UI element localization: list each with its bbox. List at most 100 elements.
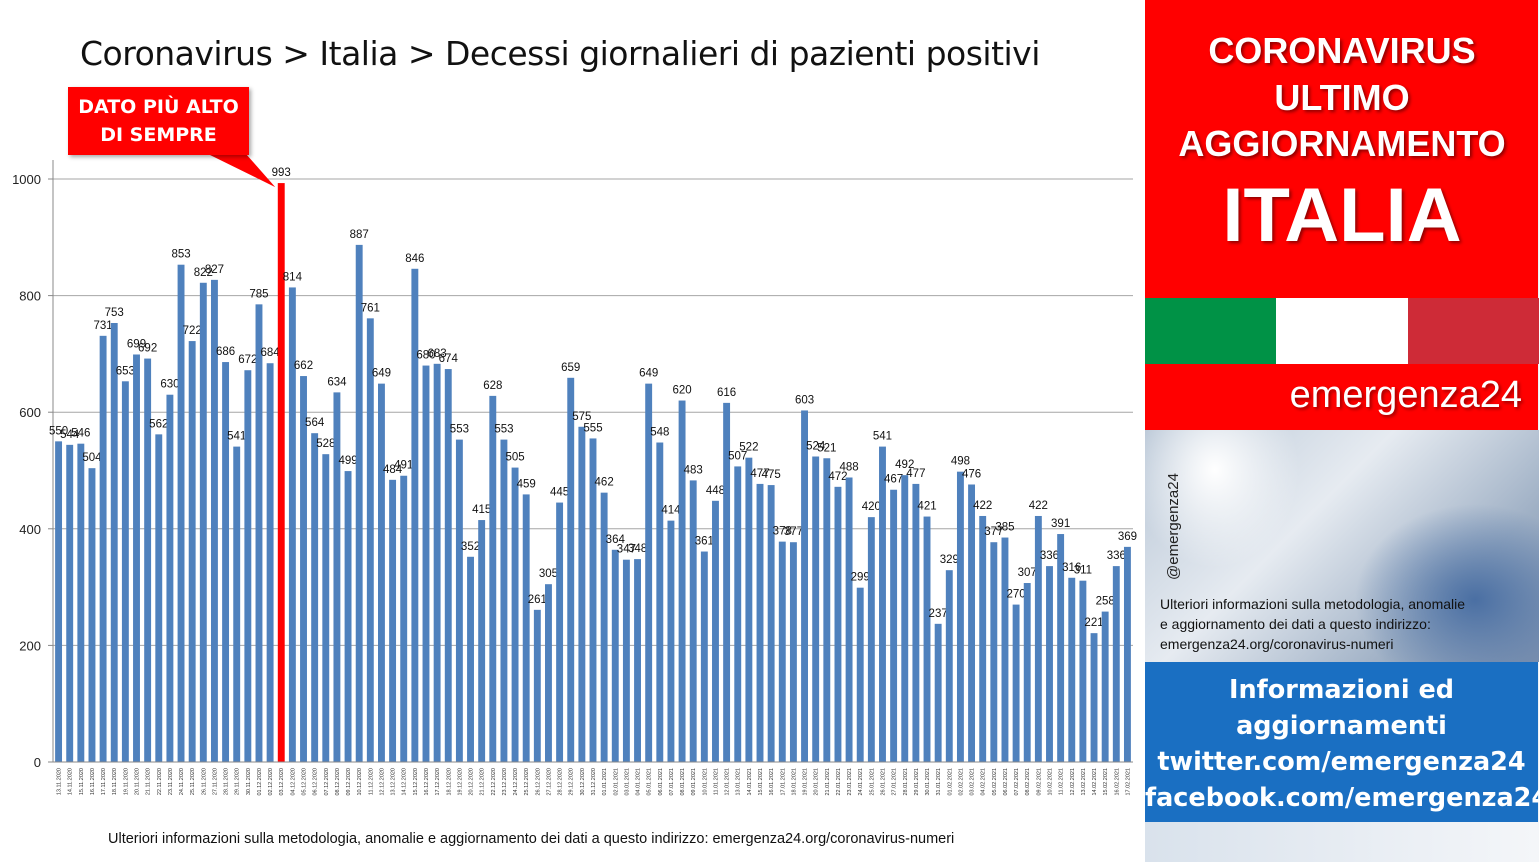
data-label: 761 (361, 302, 380, 314)
bar (700, 551, 708, 762)
x-tick-label: 21.11.2020 (146, 768, 152, 795)
facebook-link[interactable]: facebook.com/emergenza24 (1145, 783, 1539, 813)
bar (622, 559, 630, 762)
data-label: 414 (661, 505, 681, 517)
data-label: 662 (294, 360, 313, 372)
bar (689, 480, 697, 762)
data-label: 887 (350, 229, 369, 241)
data-label: 684 (261, 347, 281, 359)
x-tick-label: 06.01.2021 (658, 768, 664, 796)
x-tick-label: 22.11.2020 (157, 768, 163, 795)
bar (522, 494, 530, 762)
bar (656, 442, 664, 762)
twitter-link[interactable]: twitter.com/emergenza24 (1157, 747, 1526, 777)
data-label: 653 (116, 365, 135, 377)
bar (288, 287, 296, 762)
bar (400, 475, 408, 762)
data-label: 680 (416, 350, 435, 362)
bar (244, 370, 252, 762)
data-label: 258 (1096, 596, 1115, 608)
data-label: 528 (316, 438, 335, 450)
flag-white-stripe (1276, 298, 1408, 364)
y-tick-label: 200 (19, 638, 41, 653)
data-label: 649 (639, 368, 658, 380)
x-tick-label: 19.12.2020 (457, 768, 463, 796)
bar (366, 318, 374, 762)
data-label: 329 (940, 554, 959, 566)
bar (823, 458, 831, 762)
sidebar-bottom (1145, 822, 1539, 862)
data-label: 575 (572, 411, 591, 423)
bar (144, 358, 152, 762)
bar (667, 520, 675, 762)
bar (812, 456, 820, 762)
data-label: 369 (1118, 531, 1137, 543)
data-label: 385 (995, 522, 1014, 534)
x-tick-label: 02.02.2021 (958, 768, 964, 796)
bar (879, 446, 886, 762)
x-tick-label: 27.11.2020 (212, 768, 218, 795)
x-tick-label: 26.11.2020 (201, 768, 207, 795)
data-label: 378 (773, 526, 792, 538)
bar (511, 467, 519, 762)
bar (433, 363, 441, 762)
data-label: 686 (216, 346, 235, 358)
x-tick-label: 21.01.2021 (825, 768, 831, 796)
bar (589, 438, 597, 762)
data-label: 674 (439, 353, 459, 365)
bar (600, 492, 608, 762)
info-line-1: Ulteriori informazioni sulla metodologia… (1160, 596, 1466, 612)
data-label: 422 (1029, 500, 1048, 512)
data-label: 846 (405, 253, 424, 265)
bar (979, 515, 987, 762)
data-label: 699 (127, 338, 146, 350)
data-label: 476 (962, 468, 981, 480)
x-tick-label: 20.11.2020 (135, 768, 141, 795)
x-tick-label: 15.01.2021 (758, 768, 764, 796)
x-tick-label: 10.12.2020 (357, 768, 363, 796)
bar (166, 394, 174, 762)
data-label: 649 (372, 368, 391, 380)
data-label: 672 (238, 354, 257, 366)
x-tick-label: 14.01.2021 (747, 768, 753, 796)
x-tick-label: 31.12.2020 (591, 768, 597, 796)
data-label: 491 (394, 460, 413, 472)
header-line-3: AGGIORNAMENTO (1178, 123, 1506, 164)
x-tick-label: 18.01.2021 (791, 768, 797, 796)
bar (77, 443, 85, 762)
flag-green-stripe (1145, 298, 1277, 364)
data-label: 628 (483, 380, 502, 392)
data-label: 475 (762, 469, 781, 481)
data-label: 550 (49, 425, 68, 437)
y-tick-label: 600 (19, 405, 41, 420)
bar (634, 559, 641, 762)
x-tick-label: 23.12.2020 (502, 768, 508, 796)
x-tick-label: 09.02.2021 (1036, 768, 1042, 796)
data-label: 814 (283, 271, 303, 283)
x-tick-label: 05.02.2021 (992, 768, 998, 796)
bar (222, 362, 230, 762)
bar (934, 623, 942, 762)
x-tick-label: 17.11.2020 (101, 768, 107, 795)
data-label: 541 (873, 431, 892, 443)
bar (199, 282, 207, 762)
data-label: 683 (428, 348, 447, 360)
bar (478, 520, 486, 762)
data-label: 562 (149, 418, 168, 430)
y-tick-label: 0 (34, 755, 41, 770)
bar (578, 426, 586, 762)
bar (455, 439, 463, 762)
data-label: 993 (272, 167, 291, 179)
x-tick-label: 21.12.2020 (480, 768, 486, 796)
sidebar-info: Ulteriori informazioni sulla metodologia… (1160, 594, 1530, 654)
x-tick-label: 02.01.2021 (613, 768, 619, 796)
bar (712, 500, 719, 762)
x-tick-label: 07.01.2021 (669, 768, 675, 796)
x-tick-label: 10.01.2021 (702, 768, 708, 796)
chart-area: Coronavirus > Italia > Decessi giornalie… (12, 34, 1138, 847)
bar-chart: 0 200 400 600 800 1000 550 13.11.2020 544 14.11.2… (12, 154, 1137, 796)
data-label: 361 (695, 536, 714, 548)
data-label: 391 (1051, 518, 1070, 530)
bar (778, 541, 786, 762)
x-tick-label: 24.01.2021 (858, 768, 864, 796)
